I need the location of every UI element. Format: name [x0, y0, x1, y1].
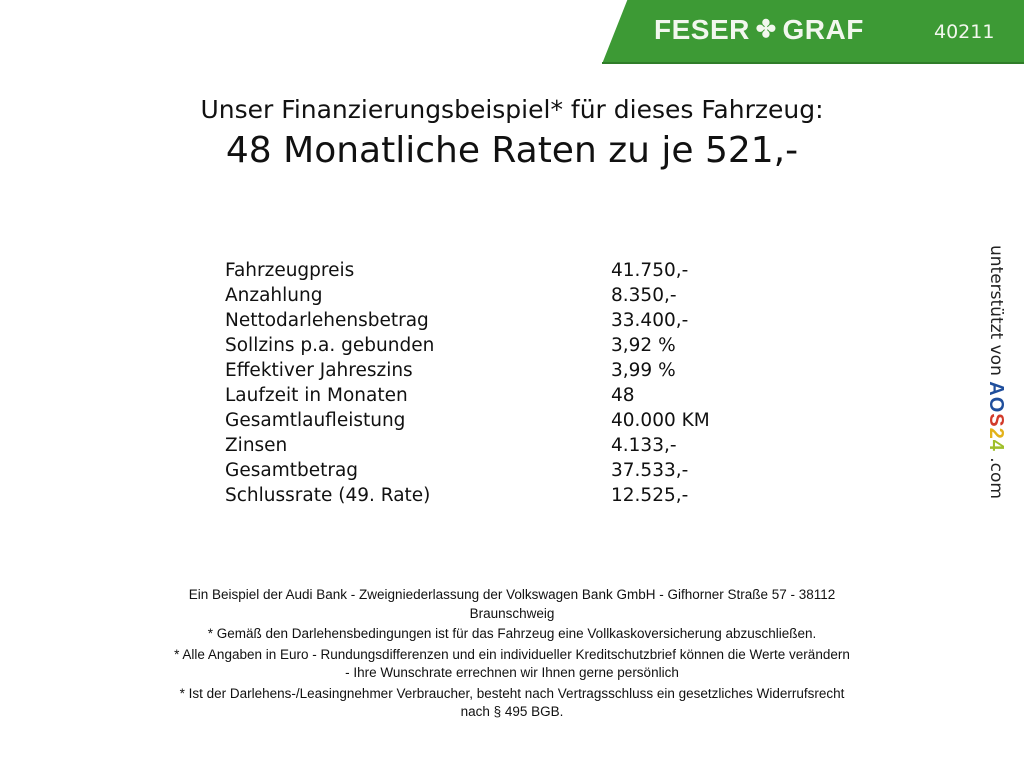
- row-value: 48: [611, 385, 635, 406]
- row-value: 3,92 %: [611, 335, 676, 356]
- row-label: Sollzins p.a. gebunden: [225, 335, 435, 356]
- disclaimer-line: Braunschweig: [469, 605, 555, 621]
- disclaimer-line: - Ihre Wunschrate errechnen wir Ihnen ge…: [345, 665, 679, 680]
- aos24-logo: AOS24: [985, 381, 1007, 452]
- disclaimer-line: * Alle Angaben in Euro - Rundungsdiffere…: [174, 646, 850, 662]
- table-row: Gesamtbetrag 37.533,-: [225, 458, 710, 483]
- brand-name: FESER: [654, 14, 750, 45]
- table-row: Zinsen 4.133,-: [225, 433, 710, 458]
- row-label: Gesamtbetrag: [225, 460, 359, 481]
- row-label: Zinsen: [225, 435, 288, 456]
- table-row: Effektiver Jahreszins 3,99 %: [225, 358, 710, 383]
- disclaimer-line: * Ist der Darlehens-/Leasingnehmer Verbr…: [179, 685, 845, 701]
- disclaimer-line: Ein Beispiel der Audi Bank - Zweignieder…: [188, 587, 836, 602]
- row-value: 41.750,-: [611, 260, 689, 281]
- table-row: Laufzeit in Monaten 48: [225, 383, 710, 408]
- row-label: Laufzeit in Monaten: [225, 385, 408, 406]
- logo-letter: 4: [985, 439, 1007, 452]
- row-label: Schlussrate (49. Rate): [225, 485, 431, 506]
- clover-icon: ✤: [755, 16, 777, 43]
- title-text: 48 Monatliche Raten zu je 521,-: [225, 130, 799, 171]
- table-row: Nettodarlehensbetrag 33.400,-: [225, 308, 710, 333]
- disclaimer-line: * Gemäß den Darlehensbedingungen ist für…: [207, 626, 817, 641]
- table-row: Anzahlung 8.350,-: [225, 283, 710, 308]
- disclaimer-line: nach § 495 BGB.: [460, 704, 564, 719]
- logo-letter: 2: [985, 427, 1007, 440]
- logo-letter: S: [985, 413, 1007, 428]
- row-label: Effektiver Jahreszins: [225, 360, 413, 381]
- brand-banner: [602, 0, 1024, 64]
- row-value: 37.533,-: [611, 460, 689, 481]
- sponsor-suffix: .com: [986, 457, 1006, 499]
- subtitle: Unser Finanzierungsbeispiel* für dieses …: [200, 95, 824, 124]
- row-label: Anzahlung: [225, 285, 323, 306]
- row-label: Gesamtlaufleistung: [225, 410, 406, 431]
- row-label: Nettodarlehensbetrag: [225, 310, 429, 331]
- brand-logo: FESER ✤ GRAF: [654, 14, 864, 46]
- brand-name-2: GRAF: [782, 14, 864, 45]
- table-row: Sollzins p.a. gebunden 3,92 %: [225, 333, 710, 358]
- disclaimer: Ein Beispiel der Audi Bank - Zweignieder…: [0, 586, 1024, 722]
- sponsor-text: unterstützt von: [986, 245, 1006, 376]
- row-label: Fahrzeugpreis: [225, 260, 355, 281]
- sponsor-note: unterstützt von AOS24 .com: [984, 245, 1007, 499]
- row-value: 3,99 %: [611, 360, 676, 381]
- table-row: Fahrzeugpreis 41.750,-: [225, 258, 710, 283]
- finance-table: Fahrzeugpreis 41.750,- Anzahlung 8.350,- Net…: [225, 258, 710, 508]
- row-value: 33.400,-: [611, 310, 689, 331]
- postal-code: 40211: [934, 21, 995, 43]
- table-row: Gesamtlaufleistung 40.000 KM: [225, 408, 710, 433]
- logo-letter: O: [985, 396, 1007, 414]
- row-value: 4.133,-: [611, 435, 677, 456]
- page-title: 48 Monatliche Raten zu je 521,-: [0, 130, 1024, 171]
- logo-letter: A: [985, 381, 1007, 397]
- row-value: 12.525,-: [611, 485, 689, 506]
- table-row: Schlussrate (49. Rate) 12.525,-: [225, 483, 710, 508]
- row-value: 40.000 KM: [611, 410, 710, 431]
- banner-divider: [602, 62, 1024, 64]
- row-value: 8.350,-: [611, 285, 677, 306]
